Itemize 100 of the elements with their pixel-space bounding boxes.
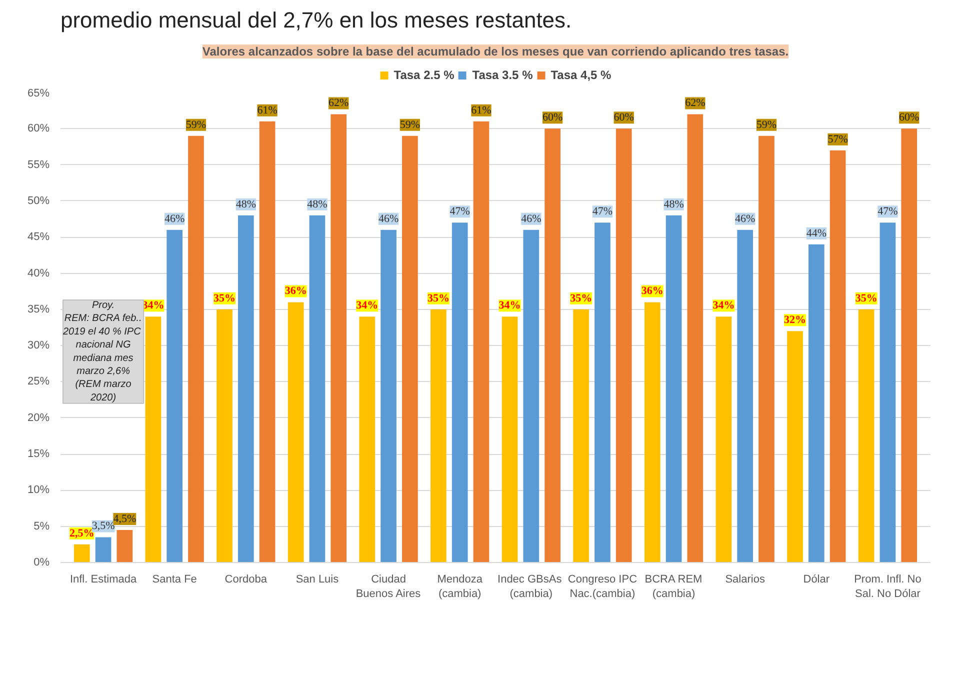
data-label: 34%: [356, 300, 378, 312]
bar: [830, 150, 846, 562]
x-tick-label: San Luis: [296, 574, 340, 586]
data-label: 4,5%: [113, 512, 136, 525]
bar: [216, 309, 232, 562]
bar: [758, 136, 774, 562]
data-label: 46%: [521, 212, 542, 225]
y-tick-label: 65%: [27, 88, 50, 100]
bar: [259, 121, 276, 562]
x-tick-label: Prom. Infl. No Sal. No Dólar: [854, 574, 922, 600]
data-label: 60%: [899, 112, 920, 124]
x-tick-label: Indec GBsAs (cambia): [498, 574, 562, 600]
bar: [74, 544, 90, 562]
data-label: 35%: [214, 292, 236, 304]
y-tick-label: 25%: [27, 376, 50, 388]
data-label: 60%: [614, 112, 634, 124]
y-tick-label: 15%: [27, 448, 50, 460]
data-label: 35%: [855, 292, 878, 304]
legend-label: Tasa 3.5 %: [472, 68, 533, 82]
data-label: 60%: [542, 112, 563, 124]
data-label: 61%: [257, 104, 278, 116]
data-label: 47%: [878, 206, 898, 218]
x-tick-label: BCRA REM (cambia): [644, 574, 702, 600]
data-label: 34%: [498, 300, 521, 312]
x-tick-label: Infl. Estimada: [70, 574, 138, 586]
y-tick-label: 5%: [34, 520, 50, 532]
bar: [573, 309, 589, 562]
bar: [737, 230, 754, 562]
text: promedio mensual del 2,7% en los meses restantes.: [60, 8, 572, 32]
x-tick-label: Mendoza (cambia): [437, 574, 484, 600]
y-tick-label: 40%: [27, 267, 50, 280]
bar: [901, 128, 918, 562]
bar: [502, 316, 518, 562]
y-tick-label: 45%: [27, 231, 50, 244]
bar: [452, 222, 468, 562]
data-label: 2,5%: [70, 527, 94, 540]
legend-label: Tasa 2.5 %: [394, 68, 454, 82]
data-label: 35%: [570, 292, 592, 304]
bar: [808, 244, 824, 562]
x-tick-label: Cordoba: [224, 574, 268, 586]
data-label: 47%: [592, 206, 613, 218]
data-label: 34%: [142, 300, 164, 312]
bar: [309, 215, 326, 562]
data-label: 48%: [236, 198, 256, 210]
bar: [858, 309, 874, 562]
data-label: 48%: [307, 198, 328, 210]
y-tick-label: 50%: [27, 194, 50, 207]
data-label: 59%: [186, 118, 206, 131]
data-label: 59%: [400, 118, 420, 131]
bar: [359, 316, 376, 562]
data-label: 62%: [685, 97, 706, 110]
y-tick-label: 10%: [27, 484, 50, 496]
x-tick-label: Ciudad Buenos Aires: [356, 574, 422, 600]
bar: [644, 302, 660, 562]
bar: [380, 230, 396, 562]
bar: [188, 136, 204, 562]
data-label: 3,5%: [92, 520, 115, 532]
y-tick-label: 55%: [27, 158, 50, 171]
data-label: 47%: [450, 206, 470, 218]
data-label: 46%: [735, 212, 756, 225]
data-label: 48%: [664, 198, 684, 210]
bar: [330, 114, 347, 562]
bar: [787, 331, 803, 562]
bar: [402, 136, 418, 562]
annotation: Proy. REM: BCRA feb.. 2019 el 40 % IPC nacional NG mediana mes marzo 2,6% (REM marzo 2020): [62, 300, 142, 404]
bar: [166, 230, 183, 562]
data-label: 44%: [806, 227, 826, 240]
bar: [666, 215, 682, 562]
bar: [523, 230, 540, 562]
y-tick-label: 35%: [27, 303, 50, 316]
bar: [616, 128, 632, 562]
bar: [473, 121, 490, 562]
legend-label: Tasa 4,5 %: [550, 68, 612, 82]
data-label: 57%: [828, 133, 848, 146]
bar: [116, 530, 133, 562]
x-tick-label: Dólar: [803, 574, 830, 586]
data-label: 46%: [378, 212, 399, 225]
bar: [238, 215, 254, 562]
bar: [880, 222, 896, 562]
bar: [716, 316, 732, 562]
x-tick-label: Congreso IPC Nac.(cambia): [568, 574, 638, 600]
data-label: 34%: [712, 300, 735, 312]
y-tick-label: 0%: [34, 556, 50, 568]
bar: [430, 309, 446, 562]
data-label: 36%: [641, 285, 664, 298]
chart-title: Valores alcanzados sobre la base del acumulado de los meses que van corriendo aplicando tres tasas.: [202, 44, 789, 58]
y-tick-label: 30%: [27, 340, 50, 352]
y-tick-label: 60%: [27, 122, 50, 135]
data-label: 35%: [427, 292, 450, 304]
data-label: 46%: [164, 212, 185, 225]
data-label: 32%: [784, 314, 806, 326]
x-tick-label: Salarios: [725, 574, 766, 586]
data-label: 36%: [284, 285, 307, 298]
bar: [145, 316, 162, 562]
bar: [95, 537, 112, 562]
data-label: 61%: [471, 104, 492, 116]
bar: [288, 302, 304, 562]
bar: [544, 128, 560, 562]
x-tick-label: Santa Fe: [152, 574, 197, 586]
bar: [687, 114, 704, 562]
